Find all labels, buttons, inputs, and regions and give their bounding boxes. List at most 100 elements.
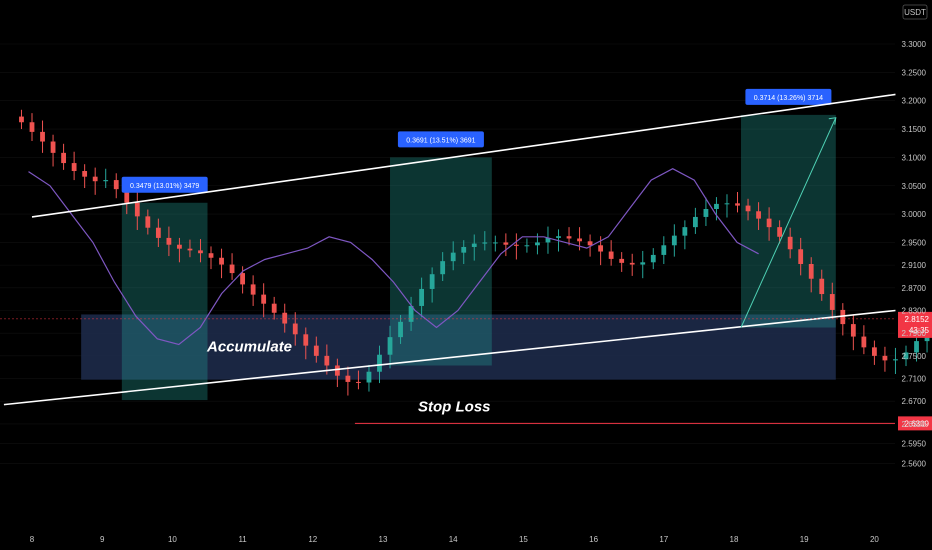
- x-tick-label: 14: [449, 535, 458, 544]
- candle-up: [682, 227, 688, 236]
- candle-up: [914, 341, 919, 353]
- channel-trendline: [3, 309, 896, 406]
- price-badge-value: 2.8152: [905, 315, 930, 324]
- candle-down: [271, 303, 277, 313]
- candle-down: [219, 257, 224, 265]
- candle-up: [893, 359, 898, 361]
- candle-down: [334, 365, 340, 376]
- measure-label: 0.3714 (13.26%) 3714: [754, 95, 823, 102]
- y-tick-label: 2.8300: [902, 306, 927, 315]
- candle-up: [556, 236, 561, 238]
- x-tick-label: 10: [168, 535, 177, 544]
- x-axis[interactable]: 8 9 10 11 12 13 14 15 16 17 18 19 20: [30, 535, 880, 544]
- candle-up: [461, 246, 467, 253]
- measure-label-bg: [745, 88, 832, 105]
- candle-down: [840, 309, 846, 325]
- candle-down: [113, 180, 119, 190]
- candle-down: [861, 336, 867, 348]
- currency-badge[interactable]: USDT: [902, 4, 928, 20]
- x-tick-label: 15: [519, 535, 528, 544]
- candle-down: [882, 355, 888, 361]
- y-tick-label: 3.2000: [902, 97, 927, 106]
- candle-down: [766, 218, 772, 228]
- candle-up: [703, 208, 709, 217]
- measure-label-bg: [397, 131, 484, 148]
- candle-down: [787, 236, 793, 250]
- candle-down: [187, 248, 193, 251]
- candle-up: [692, 216, 698, 228]
- candle-up: [661, 245, 667, 255]
- y-tick-label: 2.9100: [902, 261, 927, 270]
- y-tick-label: 3.2500: [902, 68, 927, 77]
- candle-up: [650, 254, 656, 263]
- candle-up: [524, 245, 530, 247]
- candle-down: [92, 176, 98, 182]
- candle-down: [819, 278, 825, 295]
- candle-down: [850, 324, 856, 337]
- candle-down: [745, 205, 751, 212]
- candle-down: [619, 258, 625, 263]
- candle-up: [103, 180, 109, 182]
- x-tick-label: 8: [30, 535, 35, 544]
- candle-down: [71, 163, 77, 172]
- candle-down: [503, 242, 509, 245]
- candle-up: [714, 203, 719, 209]
- x-tick-label: 17: [659, 535, 668, 544]
- candle-down: [250, 284, 256, 295]
- candle-up: [450, 252, 456, 262]
- candle-down: [229, 264, 235, 274]
- candle-down: [145, 216, 151, 228]
- candle-up: [387, 337, 393, 355]
- arrowhead-icon: [828, 117, 837, 125]
- candle-up: [671, 235, 677, 246]
- candle-up: [492, 242, 498, 244]
- candle-up: [482, 242, 488, 244]
- y-axis[interactable]: 3.3000 3.2500 3.2000 3.1500 3.1000 3.0500 3.00…: [902, 40, 927, 469]
- candle-down: [208, 253, 214, 258]
- candle-down: [608, 251, 614, 259]
- y-tick-label: 3.0000: [902, 210, 927, 219]
- y-tick-label: 2.6700: [902, 397, 927, 406]
- candle-down: [29, 122, 35, 132]
- moving-average-line: [28, 168, 759, 346]
- x-tick-label: 19: [800, 535, 809, 544]
- candle-up: [429, 274, 435, 289]
- accumulate-zone: [81, 314, 836, 380]
- candle-down: [777, 227, 783, 237]
- candle-down: [566, 236, 572, 239]
- accumulate-label: Accumulate: [206, 338, 292, 355]
- candle-down: [629, 262, 635, 265]
- stop-badge: [898, 416, 932, 431]
- y-tick-label: 2.7900: [902, 329, 927, 338]
- candle-down: [61, 152, 66, 164]
- candle-down: [82, 171, 88, 177]
- y-tick-label: 2.7100: [902, 375, 927, 384]
- currency-label: USDT: [904, 8, 926, 17]
- measure-label: 0.3691 (13.51%) 3691: [406, 137, 475, 144]
- candle-down: [282, 312, 288, 324]
- candle-down: [798, 249, 804, 264]
- candle-down: [261, 294, 267, 304]
- annotations: 0.3479 (13.01%) 3479 0.3691 (13.51%) 3691…: [0, 88, 932, 431]
- y-tick-label: 2.5950: [902, 440, 927, 449]
- zones: [81, 114, 836, 401]
- y-tick-label: 3.0500: [902, 182, 927, 191]
- y-tick-label: 2.7500: [902, 352, 927, 361]
- y-tick-label: 2.6300: [902, 420, 927, 429]
- candle-down: [177, 244, 182, 249]
- candle-down: [345, 375, 351, 382]
- candle-up: [377, 354, 382, 372]
- candle-down: [324, 355, 330, 366]
- candle-down: [240, 273, 245, 285]
- candle-up: [903, 352, 909, 360]
- candle-down: [598, 245, 604, 252]
- x-tick-label: 11: [238, 535, 247, 544]
- measure-box: [121, 202, 208, 401]
- candle-up: [545, 237, 551, 243]
- candle-up: [724, 203, 730, 205]
- candle-down: [587, 241, 593, 246]
- price-badge-countdown: 43:35: [909, 326, 930, 335]
- candle-down: [292, 323, 298, 335]
- candle-down: [198, 250, 203, 254]
